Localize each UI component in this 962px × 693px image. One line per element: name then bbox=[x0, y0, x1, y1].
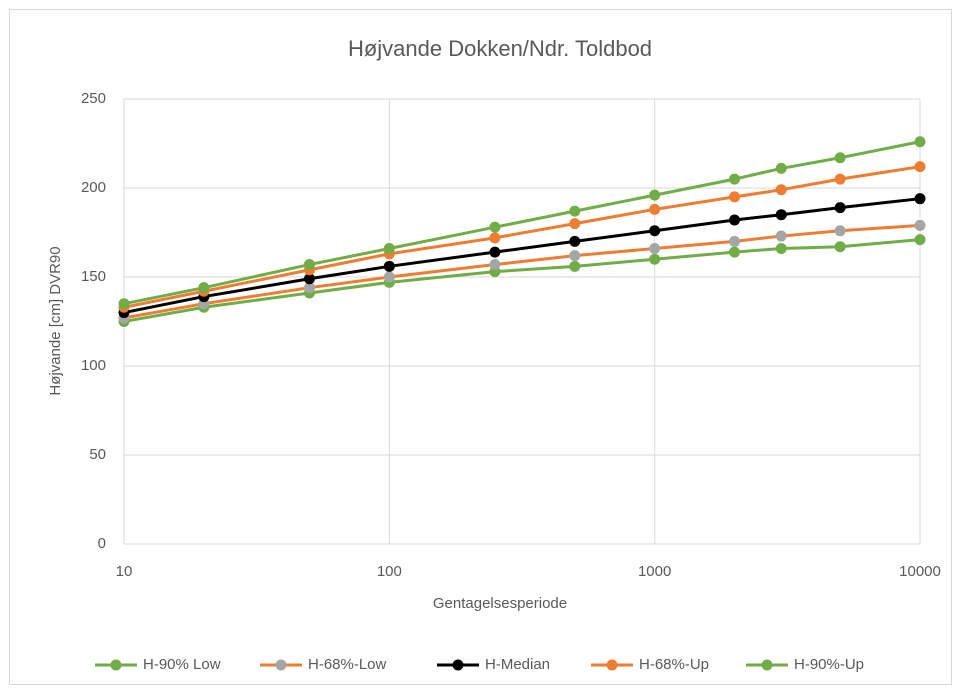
data-point bbox=[914, 136, 926, 148]
data-point bbox=[489, 246, 501, 258]
y-tick-label: 200 bbox=[81, 179, 106, 196]
data-point bbox=[383, 260, 395, 272]
legend-marker bbox=[275, 659, 287, 671]
data-point bbox=[118, 298, 130, 310]
legend-label: H-68%-Low bbox=[308, 656, 387, 673]
data-point bbox=[383, 243, 395, 255]
y-tick-label: 150 bbox=[81, 268, 106, 285]
data-point bbox=[569, 250, 581, 262]
legend-label: H-90% Low bbox=[143, 656, 221, 673]
y-tick-label: 250 bbox=[81, 90, 106, 107]
data-point bbox=[729, 191, 741, 203]
chart-frame bbox=[9, 9, 952, 685]
legend-label: H-Median bbox=[485, 656, 550, 673]
legend-label: H-68%-Up bbox=[639, 656, 709, 673]
data-point bbox=[834, 241, 846, 253]
x-tick-label: 10 bbox=[116, 563, 133, 580]
data-point bbox=[649, 225, 661, 237]
data-point bbox=[775, 209, 787, 221]
data-point bbox=[729, 246, 741, 258]
data-point bbox=[729, 173, 741, 185]
data-point bbox=[303, 273, 315, 285]
data-point bbox=[489, 259, 501, 271]
data-point bbox=[834, 152, 846, 164]
y-tick-label: 0 bbox=[98, 535, 106, 552]
x-axis-label: Gentagelsesperiode bbox=[433, 595, 567, 612]
x-tick-label: 1000 bbox=[638, 563, 671, 580]
data-point bbox=[649, 189, 661, 201]
data-point bbox=[569, 205, 581, 217]
data-point bbox=[834, 225, 846, 237]
data-point bbox=[914, 161, 926, 173]
data-point bbox=[383, 271, 395, 283]
chart-title: Højvande Dokken/Ndr. Toldbod bbox=[348, 36, 652, 61]
data-point bbox=[489, 221, 501, 233]
legend-marker bbox=[606, 659, 618, 671]
legend-marker bbox=[761, 659, 773, 671]
data-point bbox=[775, 162, 787, 174]
data-point bbox=[729, 235, 741, 247]
data-point bbox=[914, 193, 926, 205]
data-point bbox=[914, 234, 926, 246]
data-point bbox=[775, 230, 787, 242]
legend-label: H-90%-Up bbox=[794, 656, 864, 673]
data-point bbox=[569, 218, 581, 230]
data-point bbox=[303, 282, 315, 294]
data-point bbox=[834, 202, 846, 214]
data-point bbox=[649, 203, 661, 215]
data-point bbox=[649, 243, 661, 255]
y-tick-label: 50 bbox=[89, 446, 106, 463]
x-tick-label: 100 bbox=[377, 563, 402, 580]
legend-marker bbox=[452, 659, 464, 671]
x-tick-label: 10000 bbox=[899, 563, 941, 580]
data-point bbox=[649, 253, 661, 265]
data-point bbox=[569, 235, 581, 247]
data-point bbox=[775, 243, 787, 255]
y-axis-label: Højvande [cm] DVR90 bbox=[47, 246, 64, 395]
data-point bbox=[489, 232, 501, 244]
legend-marker bbox=[110, 659, 122, 671]
data-point bbox=[303, 259, 315, 271]
y-tick-label: 100 bbox=[81, 357, 106, 374]
data-point bbox=[775, 184, 787, 196]
data-point bbox=[569, 260, 581, 272]
data-point bbox=[914, 219, 926, 231]
data-point bbox=[834, 173, 846, 185]
data-point bbox=[729, 214, 741, 226]
data-point bbox=[198, 282, 210, 294]
